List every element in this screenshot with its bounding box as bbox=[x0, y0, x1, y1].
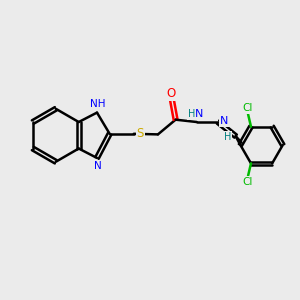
Text: N: N bbox=[195, 109, 203, 119]
Text: NH: NH bbox=[90, 99, 105, 110]
Text: Cl: Cl bbox=[243, 103, 253, 113]
Text: Cl: Cl bbox=[243, 177, 253, 187]
Text: H: H bbox=[188, 109, 195, 119]
Text: H: H bbox=[224, 132, 231, 142]
Text: S: S bbox=[136, 127, 144, 140]
Text: N: N bbox=[94, 161, 101, 171]
Text: O: O bbox=[167, 87, 176, 100]
Text: N: N bbox=[220, 116, 229, 126]
